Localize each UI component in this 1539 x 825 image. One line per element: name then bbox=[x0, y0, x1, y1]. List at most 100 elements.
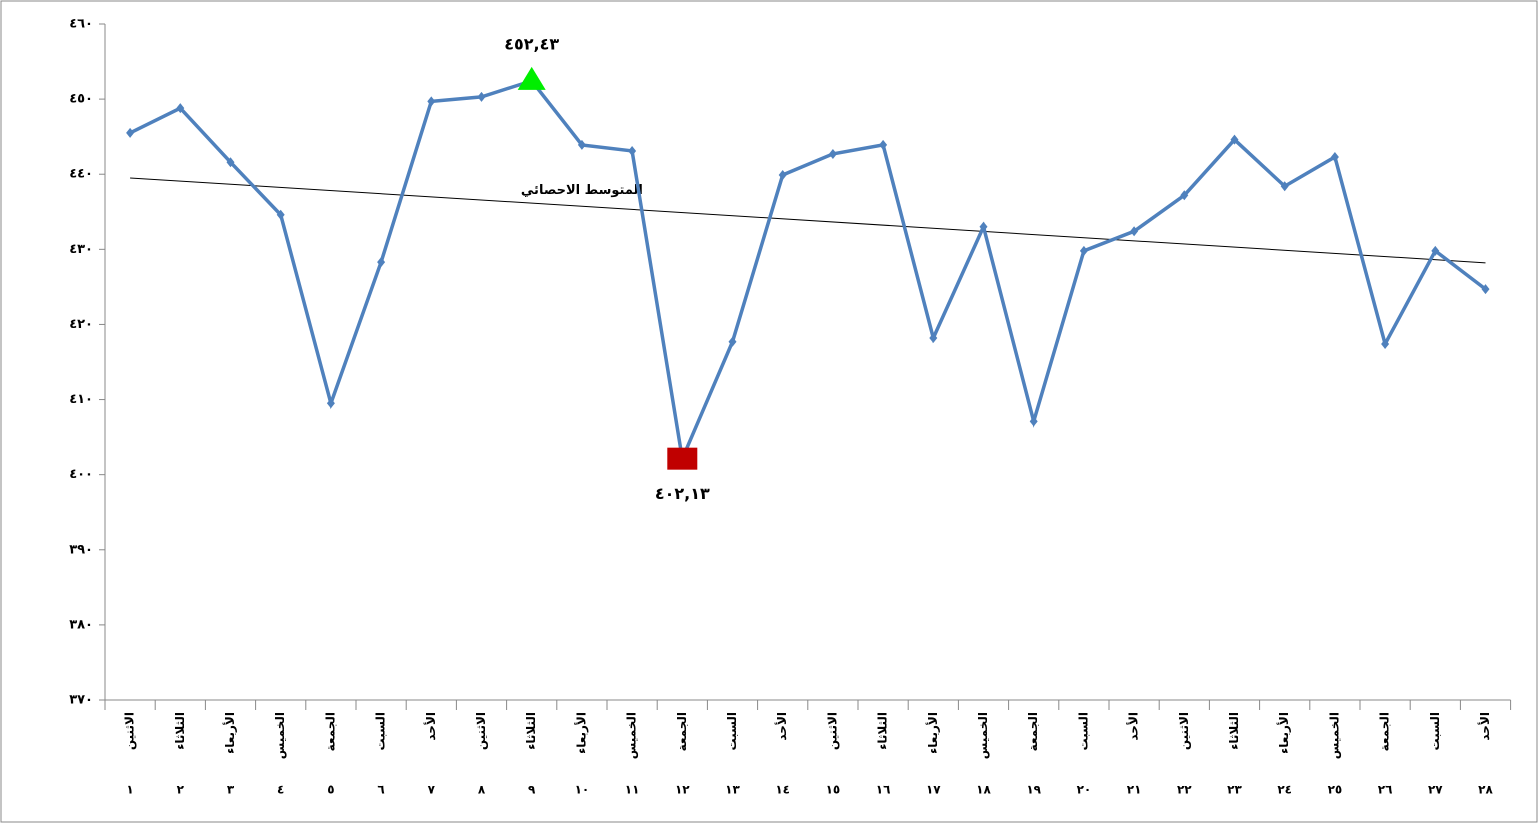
point-marker bbox=[628, 145, 637, 156]
point-marker bbox=[1230, 134, 1239, 145]
point-marker bbox=[778, 169, 787, 180]
y-tick-label: ٣٨٠ bbox=[69, 617, 93, 632]
y-tick-label: ٣٩٠ bbox=[69, 542, 93, 557]
x-tick-label: الأربعاء bbox=[1276, 712, 1291, 754]
x-tick-label: الأحد bbox=[1126, 712, 1141, 741]
point-marker bbox=[1130, 226, 1139, 237]
day-label: ٢٨ bbox=[1478, 783, 1493, 797]
x-tick-label: الخميس bbox=[1327, 712, 1341, 759]
trendline bbox=[130, 177, 1486, 264]
point-marker bbox=[1029, 416, 1038, 427]
point-marker bbox=[1381, 338, 1390, 349]
y-tick-label: ٤٢٠ bbox=[69, 317, 93, 332]
point-marker bbox=[1079, 245, 1088, 256]
day-label: ٥ bbox=[327, 783, 334, 797]
series-line bbox=[129, 78, 1487, 465]
point-marker bbox=[176, 103, 185, 114]
x-tick-label: الخميس bbox=[625, 712, 639, 759]
day-label: ٧ bbox=[428, 783, 436, 797]
x-tick-label: الأحد bbox=[423, 712, 438, 741]
max-marker bbox=[517, 66, 546, 90]
point-marker bbox=[276, 209, 285, 220]
day-label: ٨ bbox=[478, 783, 486, 797]
point-marker bbox=[326, 398, 335, 409]
point-marker bbox=[427, 96, 436, 107]
day-label: ٩ bbox=[528, 783, 536, 797]
x-tick-label: الأربعاء bbox=[925, 712, 940, 754]
point-marker bbox=[1180, 190, 1189, 201]
x-tick-label: السبت bbox=[725, 712, 739, 750]
day-label: ١٦ bbox=[876, 783, 891, 797]
day-label: ٢٤ bbox=[1277, 783, 1292, 797]
y-tick-label: ٤١٠ bbox=[69, 392, 93, 407]
x-tick-label: الاثنين bbox=[825, 712, 839, 750]
x-tick-label: الأحد bbox=[774, 712, 789, 741]
point-marker bbox=[1330, 151, 1339, 162]
point-marker bbox=[377, 257, 386, 268]
x-tick-label: الثلاثاء bbox=[173, 712, 187, 750]
day-label: ١٢ bbox=[675, 783, 690, 797]
max-label: ٤٥٢,٤٣ bbox=[504, 34, 559, 53]
day-label: ٢٦ bbox=[1378, 783, 1393, 797]
x-tick-label: السبت bbox=[1076, 712, 1090, 750]
day-label: ٢١ bbox=[1127, 783, 1142, 797]
point-marker bbox=[1280, 181, 1289, 192]
trendline-label: المتوسط الاحصائي bbox=[521, 183, 643, 198]
day-label: ١٤ bbox=[775, 783, 790, 797]
day-label: ١٠ bbox=[575, 783, 590, 797]
x-tick-label: الثلاثاء bbox=[1227, 712, 1241, 750]
point-marker bbox=[828, 148, 837, 159]
y-tick-label: ٤٣٠ bbox=[69, 242, 93, 257]
x-tick-label: الاثنين bbox=[123, 712, 137, 750]
day-label: ٦ bbox=[377, 783, 384, 797]
day-label: ٢٥ bbox=[1328, 783, 1343, 797]
x-tick-label: السبت bbox=[374, 712, 388, 750]
point-marker bbox=[728, 336, 737, 347]
day-label: ٤ bbox=[277, 783, 284, 797]
x-tick-label: الاثنين bbox=[1177, 712, 1191, 750]
x-tick-label: الجمعة bbox=[1378, 712, 1392, 751]
x-tick-label: الأربعاء bbox=[222, 712, 237, 754]
x-tick-label: الخميس bbox=[273, 712, 287, 759]
day-label: ٢٢ bbox=[1177, 783, 1192, 797]
x-tick-label: الجمعة bbox=[1026, 712, 1040, 751]
x-tick-label: الجمعة bbox=[323, 712, 337, 751]
x-tick-label: الاثنين bbox=[474, 712, 488, 750]
x-tick-label: الجمعة bbox=[675, 712, 689, 751]
point-marker bbox=[1481, 284, 1490, 295]
point-marker bbox=[929, 332, 938, 343]
day-label: ١٥ bbox=[826, 783, 841, 797]
x-tick-label: الأربعاء bbox=[573, 712, 588, 754]
day-label: ٢٣ bbox=[1227, 783, 1242, 797]
x-tick-label: الخميس bbox=[976, 712, 990, 759]
day-label: ٣ bbox=[227, 783, 235, 797]
point-marker bbox=[879, 139, 888, 150]
day-label: ٢٧ bbox=[1428, 783, 1443, 797]
day-label: ٢٠ bbox=[1077, 783, 1092, 797]
day-label: ٢ bbox=[177, 783, 185, 797]
day-label: ١ bbox=[126, 783, 133, 797]
point-marker bbox=[126, 127, 135, 138]
y-tick-label: ٤٥٠ bbox=[69, 92, 93, 107]
min-marker bbox=[667, 447, 698, 470]
x-tick-label: الثلاثاء bbox=[524, 712, 538, 750]
day-label: ١١ bbox=[625, 783, 640, 797]
y-tick-label: ٤٦٠ bbox=[69, 17, 93, 32]
point-marker bbox=[226, 157, 235, 168]
day-label: ١٧ bbox=[926, 783, 941, 797]
day-label: ١٨ bbox=[976, 783, 991, 797]
y-tick-label: ٣٧٠ bbox=[69, 693, 93, 708]
min-label: ٤٠٢,١٣ bbox=[655, 484, 710, 503]
point-marker bbox=[979, 221, 988, 232]
point-marker bbox=[1431, 245, 1440, 256]
day-label: ١٩ bbox=[1026, 783, 1041, 797]
x-tick-label: السبت bbox=[1428, 712, 1442, 750]
y-tick-label: ٤٠٠ bbox=[69, 467, 93, 482]
day-label: ١٣ bbox=[725, 783, 740, 797]
point-marker bbox=[477, 91, 486, 102]
point-marker bbox=[577, 139, 586, 150]
x-tick-label: الأحد bbox=[1477, 712, 1492, 741]
y-tick-label: ٤٤٠ bbox=[69, 167, 93, 182]
